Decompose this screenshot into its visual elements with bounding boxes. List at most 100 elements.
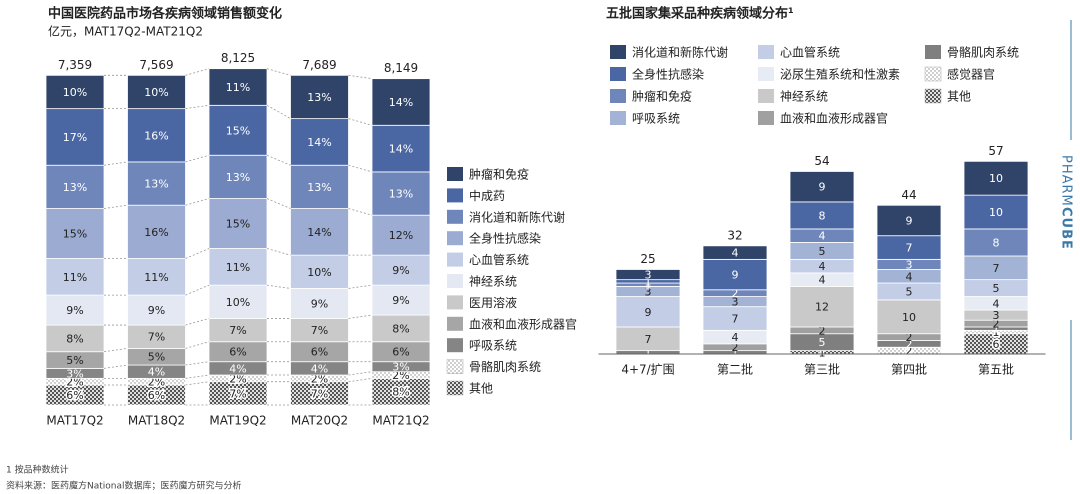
segment-label: 11% (144, 271, 168, 284)
bar-segment (45, 258, 105, 296)
legend-swatch (610, 45, 626, 59)
legend-label: 感觉器官 (947, 67, 995, 82)
segment-label: 6 (993, 338, 1000, 351)
segment-label: 3 (906, 258, 913, 271)
legend-swatch (447, 252, 463, 267)
connector (185, 374, 210, 379)
chart-subtitle: 亿元，MAT17Q2-MAT21Q2 (48, 24, 203, 39)
segment-label: 4 (819, 274, 826, 287)
segment-label: 10 (989, 206, 1003, 219)
connector (185, 361, 210, 366)
segment-label: 5% (148, 351, 165, 364)
legend-swatch (610, 111, 626, 125)
segment-label: 13% (307, 91, 331, 104)
bar-segment (876, 299, 942, 335)
legend-label: 血液和血液形成器官 (469, 316, 577, 331)
connector (185, 68, 210, 76)
segment-label: 1 (993, 323, 1000, 336)
segment-label: 4% (148, 366, 165, 379)
segment-label: 11% (226, 261, 250, 274)
segment-label: 6% (392, 346, 409, 359)
segment-label: 10% (144, 86, 168, 99)
bar-segment (789, 285, 855, 328)
bar-segment (963, 228, 1029, 257)
legend-swatch (447, 338, 463, 353)
connector (103, 161, 128, 166)
legend-label: 肿瘤和免疫 (632, 89, 692, 104)
bar-segment (208, 198, 268, 249)
segment-label: 7 (645, 333, 652, 346)
legend-label: 其他 (469, 382, 493, 396)
segment-label: 1 (645, 275, 652, 288)
segment-label: 4 (819, 260, 826, 273)
bar-segment (127, 294, 186, 326)
segment-label: 10 (902, 311, 916, 324)
legend-swatch (446, 380, 464, 396)
bar-segment (371, 254, 431, 286)
legend-swatch (447, 167, 463, 181)
legend-label: 泌尿生殖系统和性激素 (780, 67, 900, 82)
segment-label: 4 (993, 297, 1000, 310)
chart-title: 五批国家集采品种疾病领域分布¹ (606, 6, 794, 22)
legend-label: 全身性抗感染 (469, 231, 541, 246)
bar-segment (208, 154, 268, 199)
legend-swatch (610, 67, 626, 81)
bar-segment (127, 108, 186, 163)
total-label: 8,149 (384, 61, 418, 75)
segment-label: 5 (906, 285, 913, 298)
bar-segment (371, 314, 431, 343)
segment-label: 15% (226, 218, 250, 231)
connector (185, 154, 210, 163)
segment-label: 9% (392, 264, 409, 277)
segment-label: 2 (732, 341, 739, 354)
total-label: 32 (727, 228, 742, 242)
brand-bold: CUBE (1059, 207, 1074, 250)
legend-label: 骨骼肌肉系统 (947, 45, 1019, 60)
segment-label: 3% (66, 367, 83, 380)
legend-label: 中成药 (469, 188, 505, 203)
x-tick-label: MAT21Q2 (372, 414, 429, 428)
bar-segment (208, 248, 268, 286)
segment-label: 13% (307, 181, 331, 194)
bar-segment (45, 74, 105, 110)
bar-segment (45, 324, 105, 353)
segment-label: 8% (66, 332, 83, 345)
segment-label: 5 (819, 336, 826, 349)
connector (266, 198, 291, 209)
connector (348, 118, 373, 126)
connector (185, 104, 210, 110)
connector (266, 248, 291, 256)
total-label: 7,569 (139, 58, 173, 72)
segment-label: 9 (645, 306, 652, 319)
legend-label: 血液和血液形成器官 (780, 111, 888, 126)
segment-label: 4% (229, 362, 246, 375)
segment-label: 14% (389, 143, 413, 156)
segment-label: 3 (732, 296, 739, 309)
bar-segment (789, 201, 855, 230)
segment-label: 15% (63, 228, 87, 241)
legend-label: 神经系统 (780, 90, 828, 104)
connector (348, 284, 373, 289)
legend-swatch (925, 45, 941, 59)
segment-label: 2 (906, 331, 913, 344)
segment-label: 15% (226, 124, 250, 137)
segment-label: 13% (389, 188, 413, 201)
legend-label: 神经系统 (469, 275, 517, 289)
connector (266, 68, 291, 76)
connector (103, 204, 128, 209)
connector (185, 284, 210, 296)
segment-label: 10 (989, 172, 1003, 185)
segment-label: 7 (993, 262, 1000, 275)
bar-segment (127, 74, 186, 110)
segment-label: 7 (906, 242, 913, 255)
connector (348, 371, 373, 376)
connector (266, 154, 291, 166)
segment-label: 2 (732, 287, 739, 300)
legend-swatch (758, 45, 774, 59)
segment-label: 14% (389, 96, 413, 109)
x-tick-label: 第五批 (978, 362, 1014, 377)
segment-label: 5 (819, 245, 826, 258)
legend-swatch (447, 316, 463, 331)
brand-light: PHARM (1059, 155, 1074, 207)
footnote: 1 按品种数统计 (6, 464, 69, 476)
